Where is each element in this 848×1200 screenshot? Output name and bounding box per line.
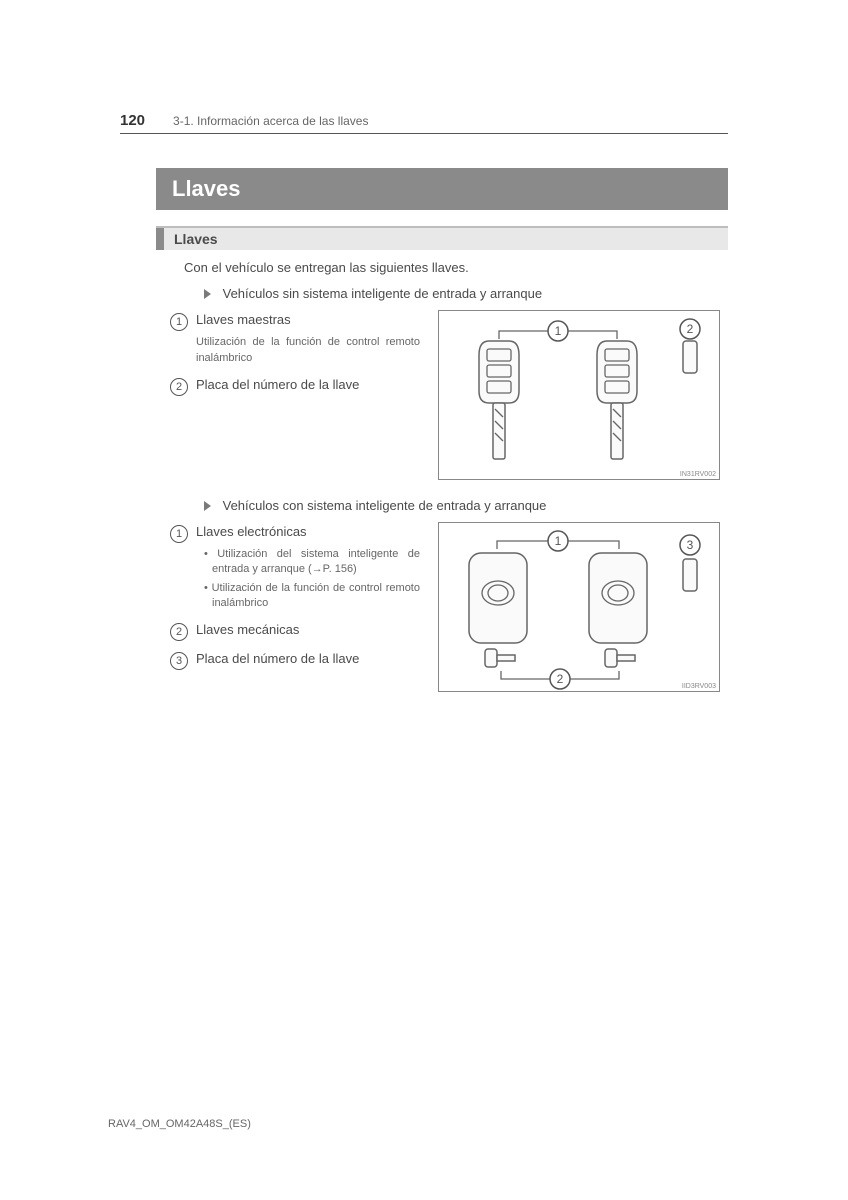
diagram-keys-a: 1 2 IN31RV002 xyxy=(438,310,720,480)
list-item: 1 Llaves maestras xyxy=(170,312,420,331)
section-label: 3-1. Información acerca de las llaves xyxy=(173,114,368,128)
item-number-icon: 2 xyxy=(170,623,188,641)
diagram-keys-b: 1 2 3 IID3RV003 xyxy=(438,522,720,692)
diagram-id: IN31RV002 xyxy=(680,471,716,478)
variant-a-list: 1 Llaves maestras Utilización de la func… xyxy=(170,312,420,400)
page-header: 120 3-1. Información acerca de las llave… xyxy=(120,112,728,134)
svg-text:1: 1 xyxy=(555,324,562,338)
variant-b-list: 1 Llaves electrónicas • Utilización del … xyxy=(170,524,420,674)
page-number: 120 xyxy=(120,112,145,129)
item-number-icon: 1 xyxy=(170,313,188,331)
triangle-icon xyxy=(204,501,211,511)
variant-b-heading: Vehículos con sistema inteligente de ent… xyxy=(204,498,546,513)
list-item: 3 Placa del número de la llave xyxy=(170,651,420,670)
diagram-svg-a: 1 2 xyxy=(439,311,721,481)
item-bullet: • Utilización del sistema inteligente de… xyxy=(204,547,420,578)
list-item: 1 Llaves electrónicas xyxy=(170,524,420,543)
item-number-icon: 3 xyxy=(170,652,188,670)
list-item: 2 Placa del número de la llave xyxy=(170,377,420,396)
svg-text:1: 1 xyxy=(555,534,562,548)
subheading-text: Llaves xyxy=(174,231,218,247)
svg-text:3: 3 xyxy=(687,538,694,552)
intro-text: Con el vehículo se entregan las siguient… xyxy=(184,260,469,275)
diagram-svg-b: 1 2 3 xyxy=(439,523,721,693)
diagram-id: IID3RV003 xyxy=(682,683,716,690)
svg-text:2: 2 xyxy=(687,322,694,336)
svg-text:2: 2 xyxy=(557,672,564,686)
item-title: Llaves maestras xyxy=(196,312,291,327)
item-title: Llaves mecánicas xyxy=(196,622,299,637)
variant-a-heading: Vehículos sin sistema inteligente de ent… xyxy=(204,286,542,301)
footer-code: RAV4_OM_OM42A48S_(ES) xyxy=(108,1118,251,1130)
subheading-bar: Llaves xyxy=(156,226,728,250)
item-title: Llaves electrónicas xyxy=(196,524,307,539)
item-bullet: • Utilización de la función de control r… xyxy=(204,581,420,612)
item-subtitle: Utilización de la función de control rem… xyxy=(196,335,420,367)
item-number-icon: 1 xyxy=(170,525,188,543)
subheading-marker xyxy=(156,228,164,250)
triangle-icon xyxy=(204,289,211,299)
list-item: 2 Llaves mecánicas xyxy=(170,622,420,641)
variant-b-text: Vehículos con sistema inteligente de ent… xyxy=(223,498,547,513)
variant-a-text: Vehículos sin sistema inteligente de ent… xyxy=(223,286,542,301)
item-title: Placa del número de la llave xyxy=(196,651,359,666)
chapter-title-bar: Llaves xyxy=(156,168,728,210)
item-number-icon: 2 xyxy=(170,378,188,396)
chapter-title: Llaves xyxy=(172,176,241,201)
item-title: Placa del número de la llave xyxy=(196,377,359,392)
